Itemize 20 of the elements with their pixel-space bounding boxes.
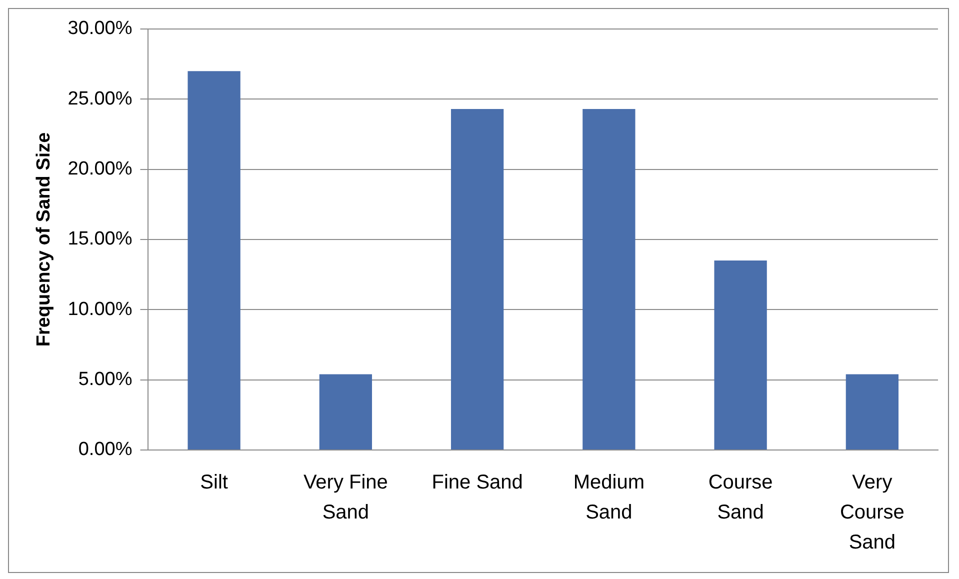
- bar: [450, 108, 504, 450]
- bar: [846, 374, 899, 450]
- y-tick-label: 15.00%: [68, 228, 132, 250]
- bar: [188, 71, 240, 450]
- x-tick-label: Medium Sand: [573, 472, 645, 524]
- bar: [582, 108, 636, 450]
- y-tick-label: 0.00%: [78, 439, 132, 460]
- x-tick-label: Very Course Sand: [840, 472, 904, 554]
- x-tick-label: Course Sand: [708, 472, 773, 524]
- x-tick-label: Fine Sand: [432, 472, 523, 494]
- y-tick-label: 5.00%: [78, 369, 132, 390]
- bar: [319, 374, 372, 450]
- x-tick-label: Very Fine Sand: [303, 472, 388, 524]
- x-tick-label: Silt: [200, 472, 228, 494]
- y-tick-label: 30.00%: [68, 18, 132, 40]
- y-axis-title: Frequency of Sand Size: [34, 132, 55, 347]
- y-tick-label: 25.00%: [68, 88, 132, 110]
- y-tick-label: 20.00%: [68, 158, 132, 180]
- y-tick-label: 10.00%: [68, 298, 132, 320]
- bar: [714, 260, 767, 450]
